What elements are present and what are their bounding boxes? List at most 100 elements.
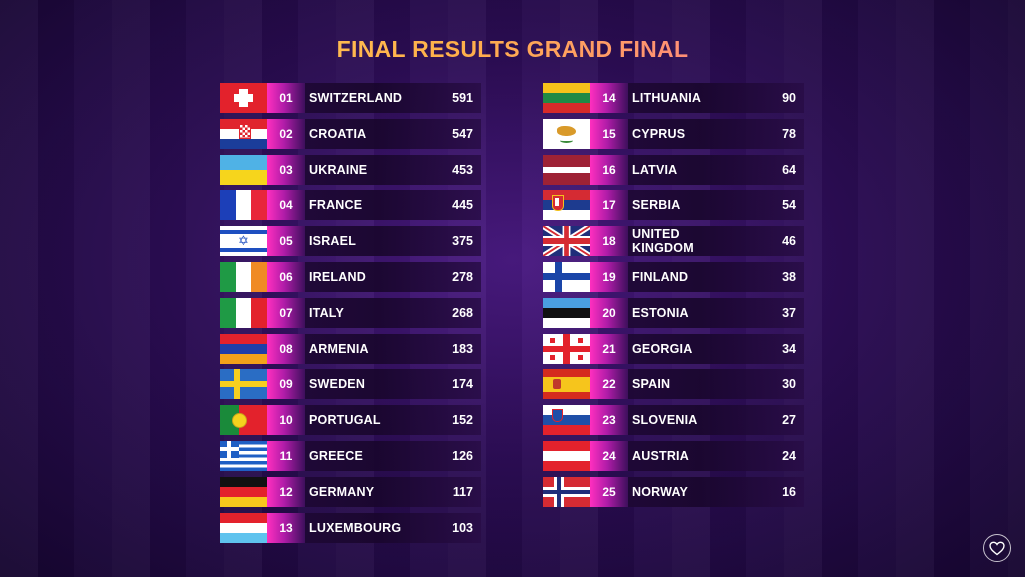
points-value: 152: [452, 413, 473, 428]
result-row-25: 25 NORWAY 16: [543, 476, 804, 507]
result-row-12: 12 GERMANY 117: [220, 476, 481, 507]
result-row-03: 03 UKRAINE 453: [220, 154, 481, 185]
result-row-21: 21 GEORGIA 34: [543, 333, 804, 364]
israel-flag: ✡: [220, 226, 267, 257]
sweden-flag: [220, 369, 267, 400]
result-row-07: 07 ITALY 268: [220, 297, 481, 328]
country-name: GREECE: [309, 448, 363, 463]
points-value: 37: [782, 305, 796, 320]
result-row-05: ✡ 05 ISRAEL 375: [220, 226, 481, 257]
result-row-13: 13 LUXEMBOURG 103: [220, 512, 481, 543]
result-row-08: 08 ARMENIA 183: [220, 333, 481, 364]
result-row-18: 18 UNITED KINGDOM 46: [543, 226, 804, 257]
country-name: UKRAINE: [309, 162, 368, 177]
country-name: ISRAEL: [309, 234, 357, 249]
points-value: 117: [452, 484, 473, 499]
result-row-04: 04 FRANCE 445: [220, 190, 481, 221]
points-value: 591: [452, 91, 473, 105]
rank-number: 11: [267, 440, 305, 471]
rank-number: 16: [590, 154, 628, 185]
ukraine-flag: [220, 154, 267, 185]
result-row-19: 19 FINLAND 38: [543, 261, 804, 292]
result-row-16: 16 LATVIA 64: [543, 154, 804, 185]
points-value: 453: [452, 162, 473, 177]
rank-number: 13: [267, 512, 305, 543]
switzerland-flag: [220, 83, 267, 113]
heart-icon[interactable]: [983, 534, 1011, 562]
united-kingdom-flag: [543, 226, 590, 257]
result-row-09: 09 SWEDEN 174: [220, 369, 481, 400]
country-name: SERBIA: [632, 198, 681, 213]
country-name: SLOVENIA: [632, 413, 698, 428]
points-value: 268: [452, 305, 473, 320]
portugal-flag: [220, 405, 267, 436]
rank-number: 25: [590, 476, 628, 507]
points-value: 54: [782, 198, 796, 213]
points-value: 103: [452, 520, 473, 535]
lithuania-flag: [543, 83, 590, 113]
result-row-24: 24 AUSTRIA 24: [543, 440, 804, 471]
country-name: AUSTRIA: [632, 448, 689, 463]
rank-number: 14: [590, 83, 628, 113]
finland-flag: [543, 261, 590, 292]
rank-number: 08: [267, 333, 305, 364]
slovenia-flag: [543, 405, 590, 436]
country-name: CROATIA: [309, 126, 367, 141]
points-value: 38: [782, 269, 796, 284]
points-value: 30: [782, 377, 796, 392]
cyprus-flag: [543, 118, 590, 149]
country-name: FRANCE: [309, 198, 363, 213]
rank-number: 03: [267, 154, 305, 185]
ireland-flag: [220, 261, 267, 292]
country-name: LUXEMBOURG: [309, 520, 402, 535]
rank-number: 04: [267, 190, 305, 221]
country-name: LITHUANIA: [632, 91, 702, 105]
points-value: 64: [782, 162, 796, 177]
result-row-11: 11 GREECE 126: [220, 440, 481, 471]
points-value: 78: [782, 126, 796, 141]
austria-flag: [543, 440, 590, 471]
armenia-flag: [220, 333, 267, 364]
country-name: IRELAND: [309, 269, 366, 284]
rank-number: 06: [267, 261, 305, 292]
spain-flag: [543, 369, 590, 400]
points-value: 34: [782, 341, 796, 356]
result-row-10: 10 PORTUGAL 152: [220, 405, 481, 436]
points-value: 547: [452, 126, 473, 141]
result-row-02: 02 CROATIA 547: [220, 118, 481, 149]
page-title: FINAL RESULTS GRAND FINAL: [0, 36, 1025, 63]
country-name: LATVIA: [632, 162, 678, 177]
rank-number: 07: [267, 297, 305, 328]
country-name: NORWAY: [632, 484, 689, 499]
result-row-01: 01 SWITZERLAND 591: [220, 83, 481, 113]
result-row-06: 06 IRELAND 278: [220, 261, 481, 292]
germany-flag: [220, 476, 267, 507]
points-value: 445: [452, 198, 473, 213]
france-flag: [220, 190, 267, 221]
points-value: 24: [782, 448, 796, 463]
points-value: 183: [452, 341, 473, 356]
italy-flag: [220, 297, 267, 328]
serbia-flag: [543, 190, 590, 221]
country-name: GERMANY: [309, 484, 375, 499]
country-name: FINLAND: [632, 269, 689, 284]
country-name: SWEDEN: [309, 377, 366, 392]
country-name: ITALY: [309, 305, 345, 320]
luxembourg-flag: [220, 512, 267, 543]
rank-number: 18: [590, 226, 628, 257]
result-row-23: 23 SLOVENIA 27: [543, 405, 804, 436]
country-name: UNITED KINGDOM: [632, 227, 694, 256]
country-name: CYPRUS: [632, 126, 686, 141]
country-name: SWITZERLAND: [309, 91, 403, 105]
greece-flag: [220, 440, 267, 471]
points-value: 278: [452, 269, 473, 284]
rank-number: 15: [590, 118, 628, 149]
results-column-right: 14 LITHUANIA 90 15 CYPRUS 78 16 LATVIA 6…: [543, 83, 804, 513]
country-name: PORTUGAL: [309, 413, 381, 428]
country-name: SPAIN: [632, 377, 671, 392]
rank-number: 24: [590, 440, 628, 471]
result-row-17: 17 SERBIA 54: [543, 190, 804, 221]
results-column-left: 01 SWITZERLAND 591 02 CROATIA 547 03 UKR…: [220, 83, 481, 548]
points-value: 375: [452, 234, 473, 249]
result-row-22: 22 SPAIN 30: [543, 369, 804, 400]
